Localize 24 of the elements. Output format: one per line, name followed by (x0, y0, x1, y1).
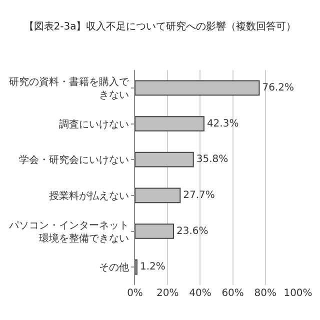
x-tick-label: 20% (156, 288, 179, 299)
y-tick-label: その他 (99, 262, 129, 274)
data-label: 23.6% (176, 226, 208, 237)
y-tick-label: パソコン・インターネット環境を整備できない (8, 220, 129, 244)
x-tick-label: 80% (254, 288, 277, 299)
x-tick-label: 60% (222, 288, 244, 299)
chart-title: 【図表2-3a】収入不足について研究への影響（複数回答可） (24, 20, 296, 32)
data-label: 1.2% (140, 262, 166, 273)
bar (135, 152, 194, 168)
bar (135, 224, 174, 239)
x-tick-label: 100% (284, 288, 312, 299)
data-label: 42.3% (206, 118, 239, 130)
x-tick-label: 40% (189, 288, 212, 299)
y-tick-label: 研究の資料・書籍を購入できない (9, 76, 130, 101)
bar (135, 80, 260, 96)
y-tick-label: 調査にいけない (59, 118, 129, 130)
data-label: 76.2% (262, 82, 294, 94)
y-tick-label: 授業料が払えない (49, 190, 129, 202)
data-label: 27.7% (183, 190, 215, 201)
bar (135, 116, 204, 132)
data-label: 35.8% (196, 154, 228, 166)
bar (135, 188, 181, 204)
x-tick-label: 0% (127, 288, 143, 299)
y-tick-label: 学会・研究会にいけない (19, 154, 129, 166)
